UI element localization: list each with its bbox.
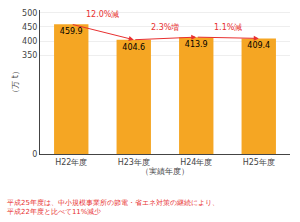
svg-text:（万 t）: （万 t） — [11, 67, 20, 97]
svg-text:404.6: 404.6 — [122, 43, 145, 52]
svg-text:500: 500 — [22, 9, 37, 18]
svg-text:2.3%増: 2.3%増 — [151, 23, 179, 32]
svg-text:459.9: 459.9 — [60, 27, 83, 36]
svg-text:0: 0 — [32, 150, 37, 159]
svg-text:12.0%減: 12.0%減 — [86, 10, 119, 19]
svg-text:413.9: 413.9 — [185, 40, 208, 49]
svg-text:350: 350 — [22, 51, 37, 60]
svg-text:450: 450 — [22, 23, 37, 32]
svg-text:H23年度: H23年度 — [118, 158, 150, 167]
svg-text:H22年度: H22年度 — [55, 158, 87, 167]
svg-text:平成25年度は、中小規模事業所の節電・省エネ対策の継続により: 平成25年度は、中小規模事業所の節電・省エネ対策の継続により、平成22年度と比べ… — [7, 199, 219, 216]
svg-text:409.4: 409.4 — [247, 41, 270, 50]
svg-text:1.1%減: 1.1%減 — [214, 23, 242, 32]
svg-text:H24年度: H24年度 — [180, 158, 212, 167]
svg-text:（実績年度）: （実績年度） — [141, 167, 189, 176]
svg-text:400: 400 — [22, 37, 37, 46]
svg-text:H25年度: H25年度 — [243, 158, 275, 167]
